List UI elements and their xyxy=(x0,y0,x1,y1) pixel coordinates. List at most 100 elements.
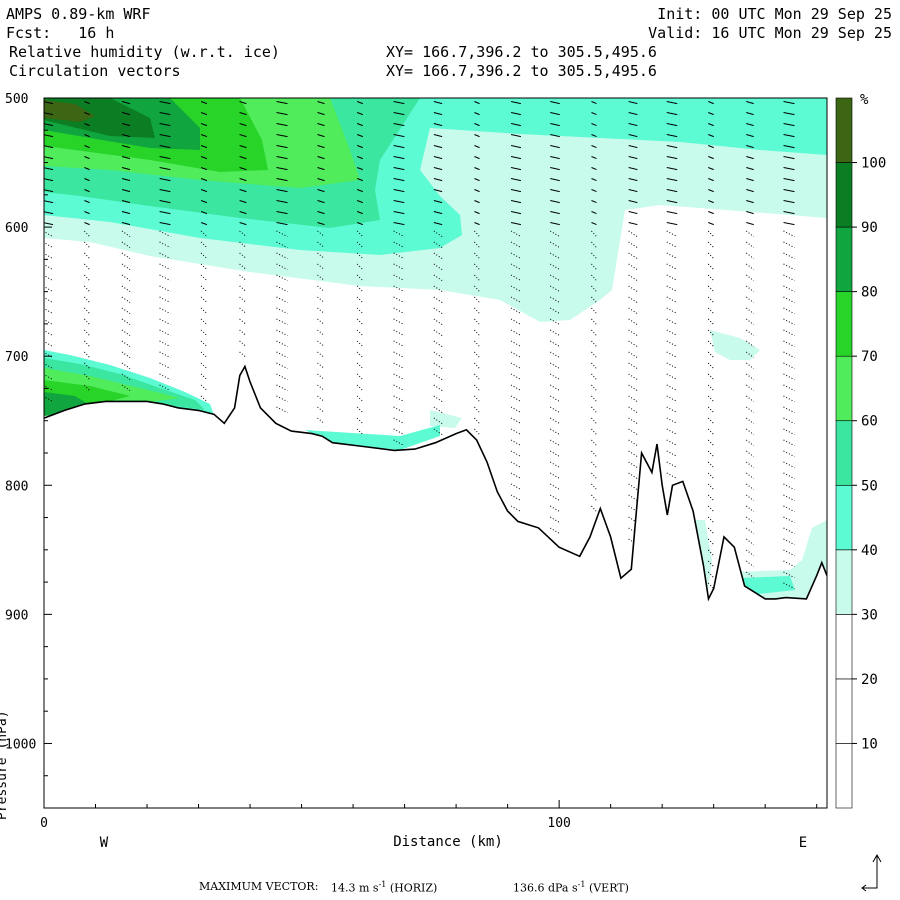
vector-arrow xyxy=(200,373,208,380)
vector-arrow xyxy=(549,450,561,458)
vector-arrow xyxy=(783,417,795,425)
colorbar-label: 60 xyxy=(861,414,878,430)
vector-arrow xyxy=(276,252,288,260)
vector-arrow xyxy=(745,494,755,501)
vector-arrow xyxy=(200,167,208,171)
vector-arrow xyxy=(239,156,247,160)
vector-arrow xyxy=(707,296,715,303)
vector-arrow xyxy=(745,252,755,259)
vector-arrow xyxy=(433,134,443,138)
vector-arrow xyxy=(510,134,522,138)
vector-arrow xyxy=(159,384,171,392)
vector-arrow xyxy=(591,340,597,347)
vector-arrow xyxy=(239,318,247,325)
vector-arrow xyxy=(591,428,597,435)
vector-arrow xyxy=(84,307,90,314)
vector-arrow xyxy=(159,222,171,226)
vector-arrow xyxy=(393,362,405,370)
vector-arrow xyxy=(474,406,480,413)
vector-arrow xyxy=(550,189,560,193)
vector-arrow xyxy=(317,200,325,204)
vector-arrow xyxy=(433,307,443,315)
max-vector-horiz-exp: -1 xyxy=(378,880,387,889)
vector-arrow xyxy=(666,156,678,160)
vector-arrow xyxy=(628,406,638,414)
vector-arrow xyxy=(317,362,325,369)
vector-arrow xyxy=(510,178,522,182)
vector-arrow xyxy=(550,211,560,215)
vector-arrow xyxy=(84,384,90,391)
vector-arrow xyxy=(628,167,638,171)
vector-arrow xyxy=(84,373,90,380)
vector-arrow xyxy=(666,450,678,458)
vector-arrow xyxy=(666,241,678,249)
vector-arrow xyxy=(433,296,443,304)
vector-arrow xyxy=(121,318,131,326)
vector-arrow xyxy=(549,406,561,414)
vector-arrow xyxy=(707,340,715,347)
vector-arrow xyxy=(783,230,795,238)
vector-arrow xyxy=(356,307,364,314)
vector-arrow xyxy=(276,230,288,238)
vector-arrow xyxy=(666,101,678,105)
vector-arrow xyxy=(239,274,247,281)
vector-arrow xyxy=(393,307,405,315)
vector-arrow xyxy=(433,145,443,149)
vector-arrow xyxy=(474,274,480,281)
vector-arrow xyxy=(549,439,561,447)
colorbar-swatch xyxy=(835,678,853,744)
vector-arrow xyxy=(433,222,443,226)
vector-arrow xyxy=(783,516,795,524)
forecast-hour: Fcst: 16 h xyxy=(6,24,115,42)
vector-arrow xyxy=(200,230,208,237)
max-vector-horiz-tag: (HORIZ) xyxy=(389,881,438,895)
vector-arrow xyxy=(783,263,795,271)
vector-arrow xyxy=(549,384,561,392)
vector-arrow xyxy=(666,384,678,392)
colorbar-swatch xyxy=(835,549,853,615)
vector-arrow xyxy=(44,285,54,293)
vector-arrow xyxy=(239,134,247,138)
vector-arrow xyxy=(317,340,325,347)
vector-arrow xyxy=(666,417,678,425)
vector-arrow xyxy=(707,351,715,358)
vector-arrow xyxy=(433,318,443,326)
vector-arrow xyxy=(510,123,522,127)
vector-arrow xyxy=(239,222,247,226)
vector-arrow xyxy=(433,156,443,160)
vector-arrow xyxy=(159,211,171,215)
vector-arrow xyxy=(707,549,715,556)
vector-arrow xyxy=(628,112,638,116)
vector-arrow xyxy=(707,483,715,490)
vector-arrow xyxy=(628,252,638,260)
vector-arrow xyxy=(628,178,638,182)
vector-arrow xyxy=(433,200,443,204)
vector-arrow xyxy=(746,189,754,193)
vector-arrow xyxy=(707,329,715,336)
vector-arrow xyxy=(317,134,325,138)
vector-arrow xyxy=(356,145,364,149)
vector-arrow xyxy=(159,156,171,160)
vector-arrow xyxy=(84,263,90,270)
vector-arrow xyxy=(356,263,364,270)
vector-arrow xyxy=(510,230,522,238)
vector-arrow xyxy=(474,373,480,380)
vector-arrow xyxy=(783,156,795,160)
vector-arrow xyxy=(707,582,715,589)
vector-arrow xyxy=(707,428,715,435)
vector-arrow xyxy=(84,296,90,303)
vector-arrow xyxy=(276,274,288,282)
vector-arrow xyxy=(317,406,325,413)
vector-arrow xyxy=(510,439,522,447)
vector-arrow xyxy=(44,101,54,105)
vector-arrow xyxy=(356,406,364,413)
vector-arrow xyxy=(510,461,522,469)
vector-arrow xyxy=(474,112,480,116)
vector-arrow xyxy=(783,373,795,381)
vector-arrow xyxy=(746,167,754,171)
vector-arrow xyxy=(84,252,90,259)
vector-arrow xyxy=(474,222,480,226)
vector-arrow xyxy=(276,395,288,403)
vector-arrow xyxy=(356,351,364,358)
vector-arrow xyxy=(121,274,131,282)
